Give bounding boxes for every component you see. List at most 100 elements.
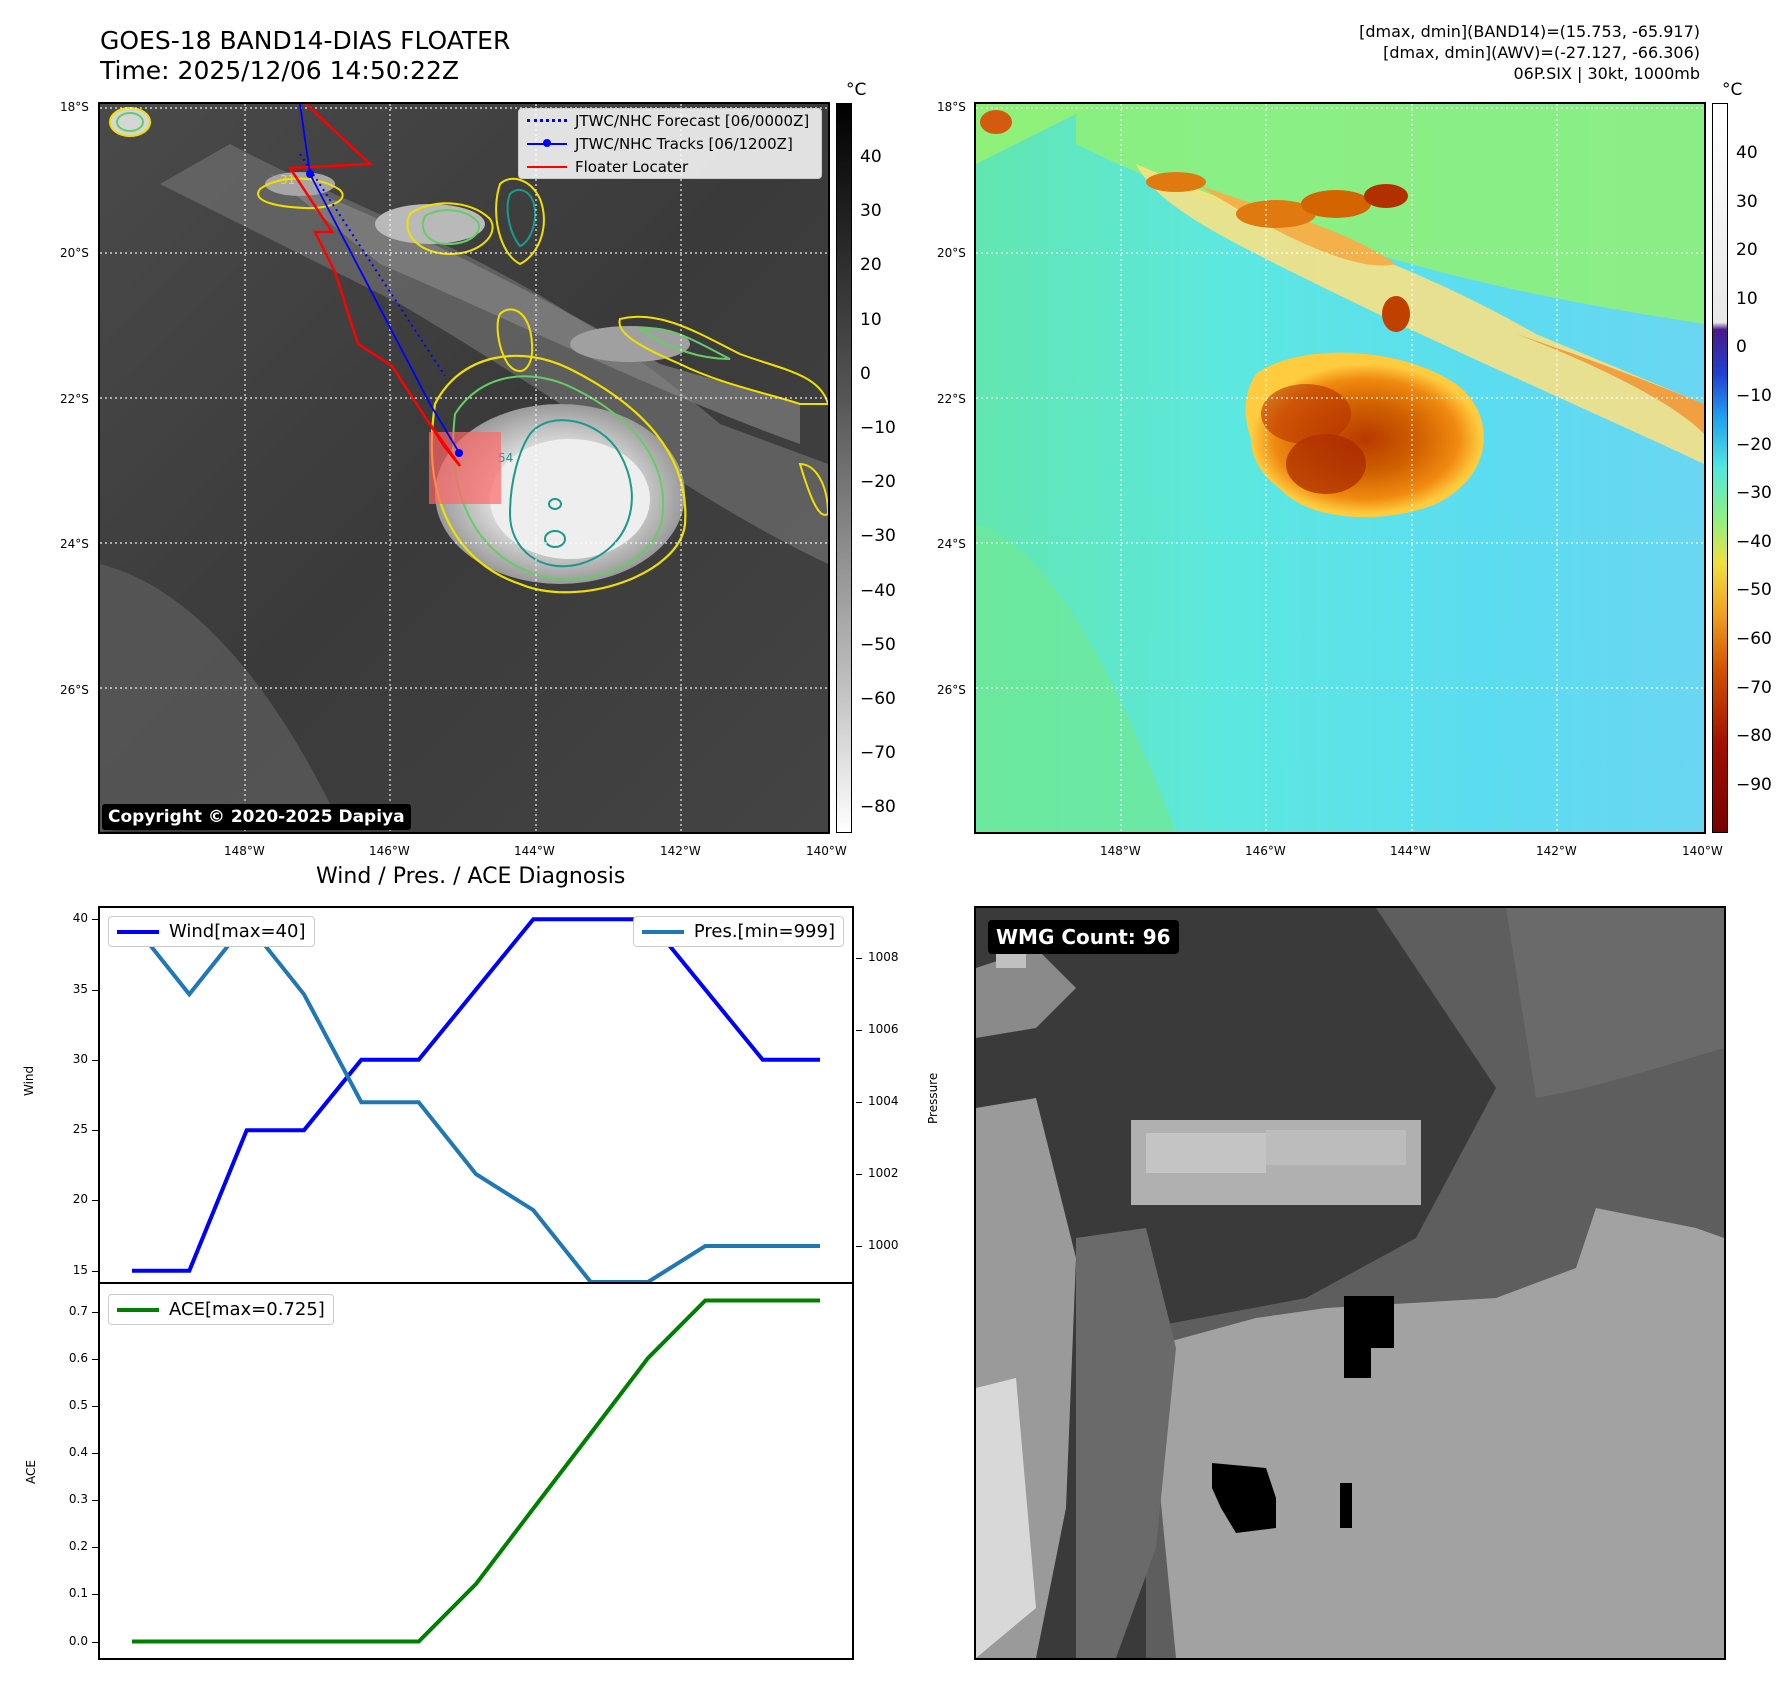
diagnosis-title: Wind / Pres. / ACE Diagnosis xyxy=(316,864,626,889)
cbar1-tick: 10 xyxy=(860,309,882,330)
lat-label: 20°S xyxy=(60,246,89,260)
contour-label: 54 xyxy=(498,451,513,465)
awv-colorbar xyxy=(1712,103,1728,833)
cbar1-tick: −20 xyxy=(860,472,896,493)
ir-map-panel: 31 54 JTWC/NHC Forecast [06/0000Z] xyxy=(98,102,830,834)
wind-ytick: 30 xyxy=(72,1051,88,1066)
lon-label: 144°W xyxy=(514,844,555,858)
cbar2-tick: −60 xyxy=(1736,629,1772,649)
wind-pres-plot: Wind[max=40] Pres.[min=999] xyxy=(98,906,854,1284)
lat-label: 18°S xyxy=(60,100,89,114)
pressure-ytick: 1004 xyxy=(868,1094,899,1109)
ace-ytick: 0.7 xyxy=(68,1304,88,1319)
pres-line-icon xyxy=(641,929,684,934)
lon-label: 146°W xyxy=(369,844,410,858)
cbar1-tick: −80 xyxy=(860,797,896,818)
wind-ytick: 35 xyxy=(72,981,88,996)
copyright-badge: Copyright © 2020-2025 Dapiya xyxy=(102,804,411,830)
contour-label: 31 xyxy=(280,173,295,187)
best-track xyxy=(299,104,461,455)
figure-title: GOES-18 BAND14-DIAS FLOATER xyxy=(100,26,511,55)
lat-label: 24°S xyxy=(937,537,966,551)
wind-pres-svg xyxy=(130,917,820,1282)
cbar2-tick: −30 xyxy=(1736,483,1772,504)
wind-ylabel: Wind xyxy=(22,1065,36,1096)
lon-label: 142°W xyxy=(660,844,701,858)
cbar2-tick: 30 xyxy=(1736,191,1758,212)
floater-locator-track xyxy=(287,104,462,467)
dotted-line-icon xyxy=(527,119,567,122)
lat-label: 20°S xyxy=(937,246,966,260)
forecast-track xyxy=(299,153,446,377)
lon-label: 140°W xyxy=(1682,844,1723,858)
wind-series-line xyxy=(132,917,820,1273)
wind-ytick: 20 xyxy=(72,1192,88,1207)
cbar1-tick: −60 xyxy=(860,689,896,709)
awv-map-panel xyxy=(974,102,1706,834)
cbar2-tick: 40 xyxy=(1736,143,1758,163)
cbar1-tick: −40 xyxy=(860,580,896,601)
wind-legend: Wind[max=40] xyxy=(108,916,315,947)
cbar2-tick: 10 xyxy=(1736,288,1758,309)
wind-ytick: 40 xyxy=(72,911,88,926)
legend-tracks: JTWC/NHC Tracks [06/1200Z] xyxy=(519,132,821,155)
pressure-ytick: 1006 xyxy=(868,1022,899,1037)
pressure-ytick: 1000 xyxy=(868,1238,899,1253)
ace-ytick: 0.6 xyxy=(68,1351,88,1366)
ace-ytick: 0.4 xyxy=(68,1445,88,1460)
info-band14: [dmax, dmin](BAND14)=(15.753, -65.917) xyxy=(1359,22,1700,41)
ace-svg xyxy=(132,1298,820,1644)
lon-label: 148°W xyxy=(224,844,265,858)
ace-plot: ACE[max=0.725] xyxy=(98,1282,854,1660)
cbar1-tick: 0 xyxy=(860,363,871,384)
legend-locator: Floater Locater xyxy=(519,155,821,178)
ace-ytick: 0.2 xyxy=(68,1539,88,1554)
cbar1-unit: °C xyxy=(846,80,867,100)
awv-map-image xyxy=(976,104,1704,832)
lat-label: 26°S xyxy=(937,683,966,697)
lat-label: 26°S xyxy=(60,683,89,697)
cbar2-tick: −70 xyxy=(1736,677,1772,698)
cbar2-tick: −50 xyxy=(1736,580,1772,601)
cbar2-unit: °C xyxy=(1722,80,1743,100)
cbar1-tick: 30 xyxy=(860,201,882,222)
ace-ytick: 0.1 xyxy=(68,1586,88,1601)
wmg-image xyxy=(976,908,1724,1658)
cbar2-tick: −90 xyxy=(1736,774,1772,795)
legend-forecast: JTWC/NHC Forecast [06/0000Z] xyxy=(519,109,821,132)
pres-legend: Pres.[min=999] xyxy=(632,916,844,947)
lon-label: 142°W xyxy=(1536,844,1577,858)
lat-label: 22°S xyxy=(60,392,89,406)
info-storm: 06P.SIX | 30kt, 1000mb xyxy=(1513,64,1700,83)
ace-legend: ACE[max=0.725] xyxy=(108,1294,334,1325)
pressure-series-line xyxy=(130,919,820,1282)
cbar1-tick: −30 xyxy=(860,526,896,547)
cbar1-tick: 40 xyxy=(860,147,882,167)
cbar2-tick: −20 xyxy=(1736,434,1772,455)
ace-ytick: 0.5 xyxy=(68,1398,88,1413)
cbar2-tick: −40 xyxy=(1736,531,1772,552)
lat-label: 24°S xyxy=(60,537,89,551)
figure-time: Time: 2025/12/06 14:50:22Z xyxy=(100,56,459,85)
lat-label: 18°S xyxy=(937,100,966,114)
cbar1-tick: −70 xyxy=(860,743,896,764)
cbar1-tick: −10 xyxy=(860,418,896,438)
pressure-ytick: 1002 xyxy=(868,1166,899,1181)
lat-label: 22°S xyxy=(937,392,966,406)
map-legend: JTWC/NHC Forecast [06/0000Z] JTWC/NHC Tr… xyxy=(518,108,822,179)
wind-line-icon xyxy=(117,929,159,934)
cbar1-tick: −50 xyxy=(860,634,896,655)
cbar2-tick: −80 xyxy=(1736,726,1772,747)
cbar2-tick: 0 xyxy=(1736,337,1747,358)
cbar1-tick: 20 xyxy=(860,255,882,276)
wind-ytick: 15 xyxy=(72,1262,88,1277)
lon-label: 140°W xyxy=(806,844,847,858)
cbar2-tick: 20 xyxy=(1736,240,1758,261)
ace-ylabel: ACE xyxy=(24,1460,38,1484)
wmg-panel: WMG Count: 96 xyxy=(974,906,1726,1660)
ace-line-icon xyxy=(117,1307,159,1312)
lon-label: 146°W xyxy=(1245,844,1286,858)
line-marker-icon xyxy=(527,138,567,147)
solid-line-icon xyxy=(527,165,567,168)
ir-map-image: 31 54 xyxy=(100,104,828,832)
